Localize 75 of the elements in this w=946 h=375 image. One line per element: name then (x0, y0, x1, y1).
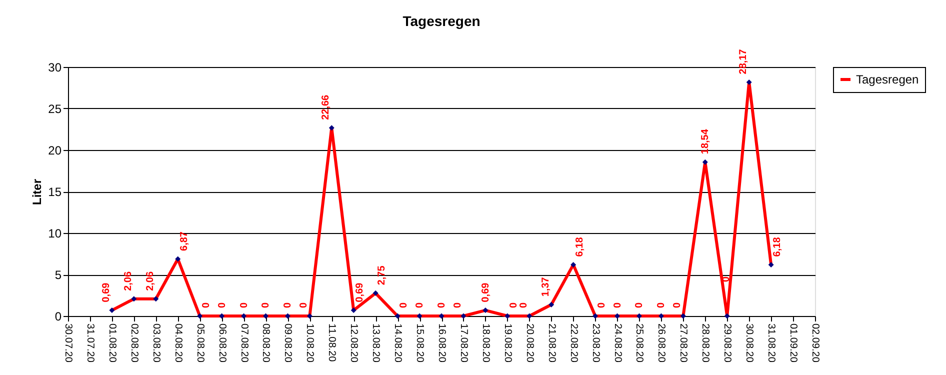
data-label: 6,18 (772, 236, 784, 257)
y-tick-label: 5 (54, 268, 62, 282)
x-tick-label: 24.08.20 (612, 324, 623, 363)
data-label: 0 (596, 302, 608, 308)
x-tick-label: 10.08.20 (304, 324, 316, 363)
data-label: 2,06 (122, 271, 134, 291)
legend-label: Tagesregen (856, 72, 919, 86)
data-label: 0 (518, 302, 530, 308)
data-label: 0 (238, 302, 250, 308)
data-label: 2,06 (144, 271, 156, 291)
data-label: 0 (216, 302, 228, 308)
x-tick-label: 13.08.20 (370, 324, 382, 363)
data-label: 0,69 (480, 282, 492, 302)
x-tick-label: 18.08.20 (480, 324, 491, 363)
x-tick-label: 30.07.20 (62, 324, 74, 363)
x-tick-label: 31.08.20 (766, 324, 777, 363)
y-tick-label: 10 (48, 226, 62, 240)
x-tick-label: 06.08.20 (216, 324, 228, 363)
data-label: 1,37 (540, 276, 552, 297)
data-label: 0 (452, 302, 464, 308)
data-label: 0 (282, 302, 294, 308)
x-tick-label: 28.08.20 (700, 324, 711, 363)
data-label: 6,18 (574, 236, 586, 257)
x-tick-label: 16.08.20 (436, 324, 447, 363)
x-tick-label: 23.08.20 (590, 324, 601, 363)
x-tick-label: 30.08.20 (744, 324, 755, 363)
x-tick-label: 22.08.20 (568, 324, 579, 363)
x-tick-label: 02.09.20 (810, 324, 820, 363)
x-tick-label: 14.08.20 (392, 324, 404, 363)
y-tick-label: 0 (54, 310, 62, 324)
y-axis-title: Liter (30, 178, 44, 206)
x-tick-label: 21.08.20 (546, 324, 557, 363)
data-label: 0 (612, 302, 624, 308)
x-tick-label: 17.08.20 (458, 324, 469, 363)
x-tick-label: 04.08.20 (172, 324, 184, 363)
data-label: 0 (414, 302, 426, 308)
x-tick-label: 05.08.20 (194, 324, 206, 363)
x-tick-label: 03.08.20 (150, 324, 162, 363)
x-tick-label: 01.09.20 (788, 324, 799, 363)
data-label: 0 (436, 302, 448, 308)
chart-title: Tagesregen (402, 13, 480, 30)
data-label: 0 (656, 302, 668, 308)
x-tick-label: 26.08.20 (656, 324, 667, 363)
x-tick-label: 11.08.20 (326, 324, 338, 362)
x-tick-label: 25.08.20 (634, 324, 645, 363)
x-tick-label: 20.08.20 (524, 324, 535, 363)
data-label: 2,75 (376, 265, 388, 286)
x-tick-label: 31.07.20 (84, 324, 96, 363)
x-tick-label: 27.08.20 (678, 324, 689, 363)
x-tick-label: 12.08.20 (348, 324, 360, 363)
x-tick-label: 19.08.20 (502, 324, 513, 363)
data-label: 6,87 (178, 231, 190, 251)
x-tick-label: 15.08.20 (414, 324, 426, 363)
y-tick-label: 20 (48, 144, 62, 158)
data-label: 0 (260, 302, 272, 308)
data-label: 22,66 (320, 94, 332, 120)
y-tick-label: 30 (48, 60, 62, 74)
x-tick-label: 08.08.20 (260, 324, 272, 363)
y-tick-label: 15 (48, 185, 62, 199)
data-label: 0 (398, 302, 410, 308)
x-tick-label: 29.08.20 (722, 324, 733, 363)
data-label: 18,54 (700, 128, 712, 154)
x-tick-label: 02.08.20 (128, 324, 140, 363)
data-label: 0 (508, 302, 520, 308)
x-tick-label: 07.08.20 (238, 324, 250, 363)
data-label: 0 (298, 302, 310, 308)
y-tick-label: 25 (48, 102, 62, 116)
data-label: 0 (672, 302, 684, 308)
data-label: 0 (200, 302, 212, 308)
data-label: 0,69 (100, 282, 112, 302)
x-tick-label: 01.08.20 (106, 324, 118, 363)
data-label: 0 (634, 302, 646, 308)
data-label: 28,17 (738, 48, 750, 74)
data-label: 0,69 (354, 282, 366, 302)
x-tick-label: 09.08.20 (282, 324, 294, 363)
